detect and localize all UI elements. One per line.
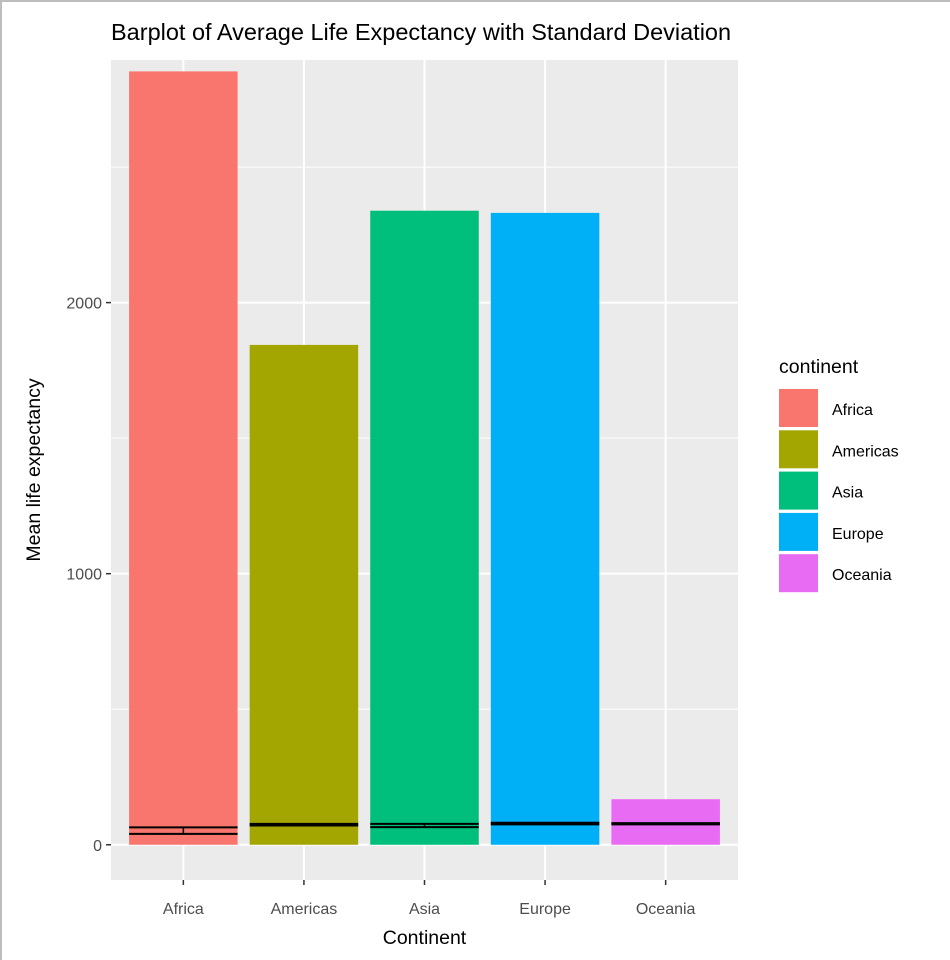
x-tick-label: Asia [409,901,440,918]
y-axis-title: Mean life expectancy [23,378,45,561]
legend-label: Americas [832,443,899,460]
legend-swatch-africa [779,389,818,427]
legend-label: Asia [832,485,863,502]
legend-label: Africa [832,402,873,419]
legend: continent Africa Americas Asia Europe Oceani… [779,356,899,593]
x-axis: Africa Americas Asia Europe Oceania [163,880,696,918]
legend-swatch-europe [779,512,818,551]
legend-label: Europe [832,526,884,543]
bar-oceania [611,799,720,845]
y-axis: 0 1000 2000 [66,296,111,855]
x-tick-label: Americas [271,901,338,918]
legend-swatch-oceania [779,554,818,593]
y-tick-label: 2000 [66,296,102,313]
y-tick-label: 1000 [66,567,102,584]
legend-title: continent [779,356,859,378]
x-tick-label: Africa [163,901,204,918]
chart-title: Barplot of Average Life Expectancy with … [111,19,731,45]
bar-europe [490,212,600,845]
bar-asia [370,210,479,845]
bars [129,71,720,845]
bar-africa [129,71,238,845]
legend-label: Oceania [832,567,892,584]
y-tick-label: 0 [93,838,102,855]
x-tick-label: Oceania [636,901,696,918]
x-axis-title: Continent [383,927,467,949]
bar-americas [249,344,359,845]
x-tick-label: Europe [519,901,571,918]
legend-swatch-americas [779,430,818,469]
error-bars [129,821,720,835]
legend-swatch-asia [779,471,818,510]
